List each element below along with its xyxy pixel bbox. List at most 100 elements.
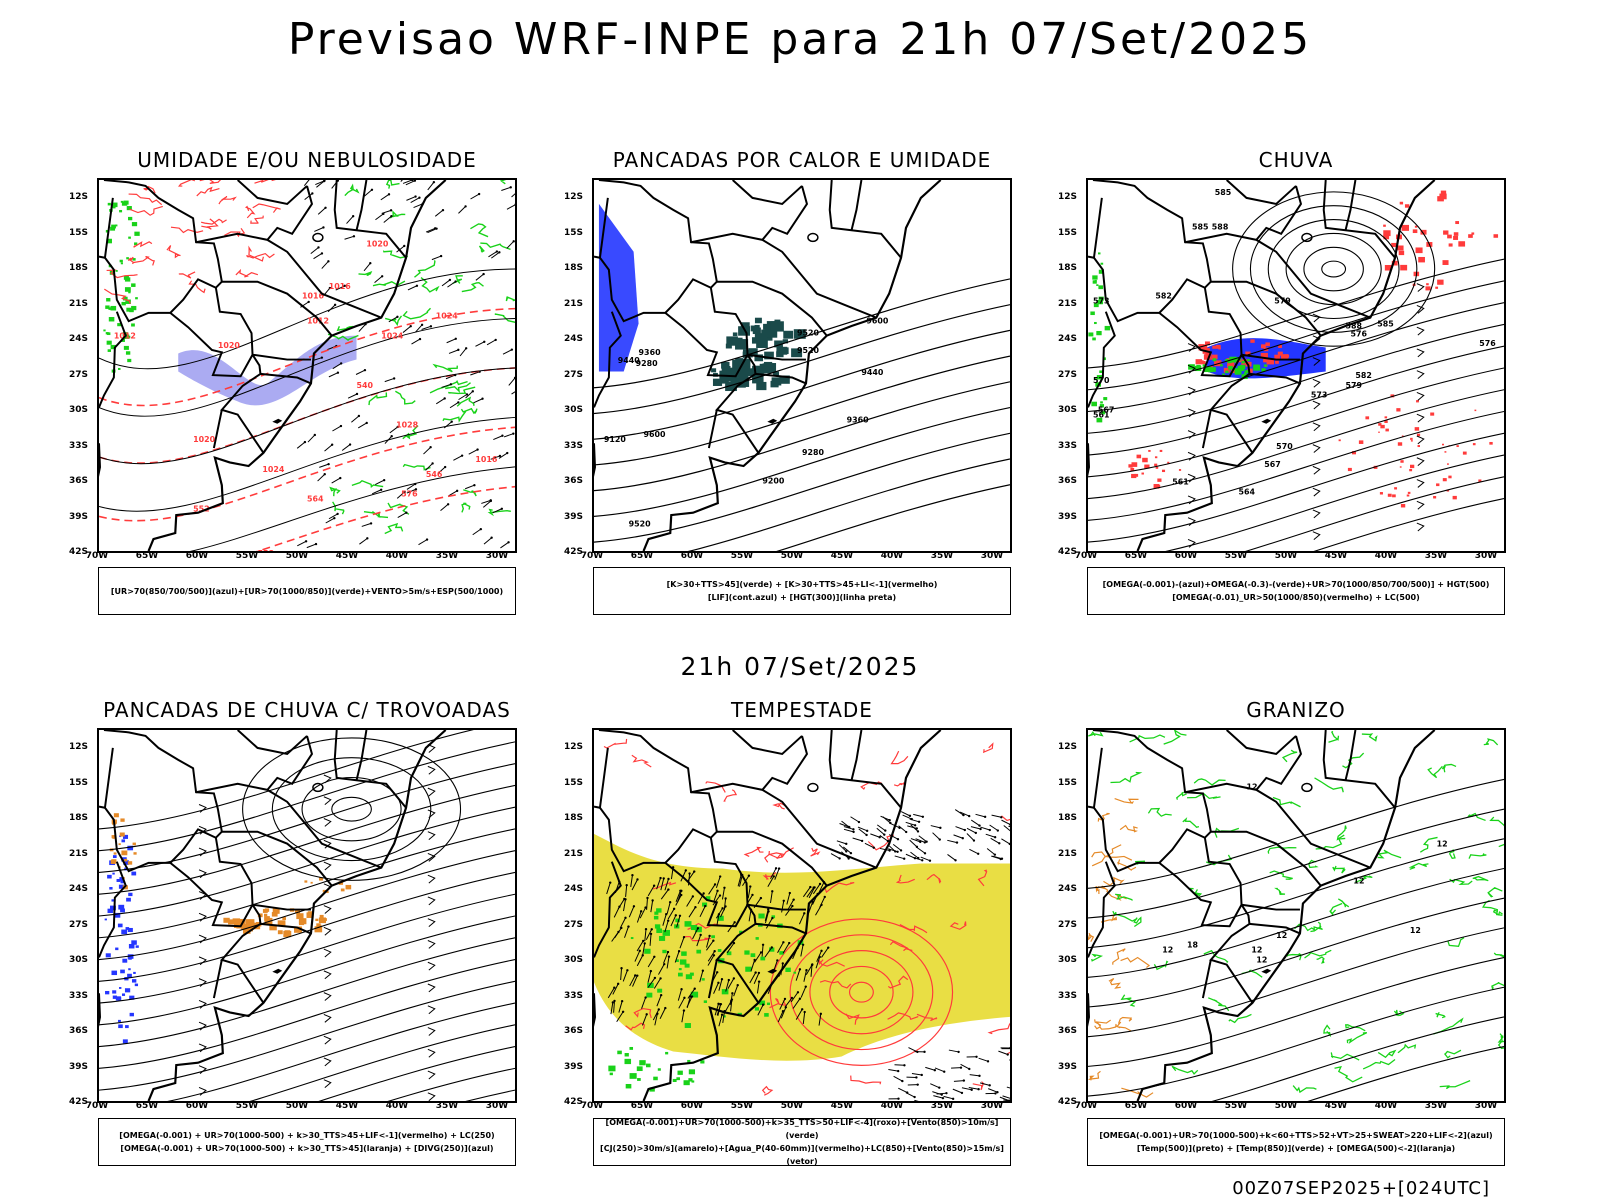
contour-label: 12 [1276,931,1287,940]
panel-title: TEMPESTADE [731,698,873,722]
latitude-label: 33S [564,440,584,451]
latitude-label: 39S [564,1061,584,1072]
latitude-label: 27S [69,369,89,380]
contour-label: 576 [401,490,418,499]
longitude-label: 30W [1474,551,1498,561]
longitude-label: 35W [1424,1101,1448,1111]
forecast-map: 12 12 12 12 12 12 12 18 12 [1086,728,1506,1103]
longitude-label: 60W [1174,1101,1198,1111]
longitude-label: 55W [235,1101,259,1111]
latitude-label: 12S [1058,192,1078,202]
longitude-label: 35W [930,1101,954,1111]
panel-title: CHUVA [1258,148,1334,172]
legend-line: [OMEGA(-0.001)+UR>70(1000-500)+k<60+TTS>… [1099,1131,1493,1140]
longitude-label: 60W [185,551,209,561]
latitude-label: 36S [69,476,89,486]
latitude-label: 21S [1058,298,1078,309]
longitude-label: 55W [235,551,259,561]
latitude-label: 42S [69,1097,89,1107]
latitude-label: 18S [564,263,584,273]
run-label: 00Z07SEP2025+[024UTC] [1232,1178,1490,1199]
longitude-label: 40W [385,1101,409,1111]
longitude-label: 70W [1074,551,1098,561]
valid-time-title: 21h 07/Set/2025 [680,652,920,681]
longitude-label: 45W [335,551,359,561]
longitude-label: 70W [580,551,604,561]
longitude-label: 45W [335,1101,359,1111]
latitude-label: 18S [564,813,584,823]
latitude-label: 15S [1058,777,1078,788]
latitude-label: 24S [1058,334,1078,344]
latitude-label: 15S [564,777,584,788]
latitude-label: 36S [564,1026,584,1036]
forecast-map [592,728,1012,1103]
contour-label: 9520 [629,519,652,528]
contour-label: 12 [1410,926,1421,935]
latitude-label: 24S [564,334,584,344]
contour-label: 573 [1093,297,1110,306]
latitude-label: 33S [69,990,89,1001]
contour-label: 1024 [436,312,459,321]
longitude-label: 60W [185,1101,209,1111]
latitude-label: 21S [69,848,89,859]
map-canvas: 1020101610121016102010241028102410161012… [99,180,515,551]
latitude-label: 42S [69,547,89,557]
contour-label: 570 [1276,442,1293,451]
contour-label: 588 [1346,321,1363,330]
latitude-label: 21S [69,298,89,309]
longitude-label: 30W [1474,1101,1498,1111]
contour-label: 1020 [193,435,216,444]
longitude-label: 70W [85,551,109,561]
contour-label: 9440 [618,356,641,365]
longitude-label: 50W [780,551,804,561]
latitude-label: 18S [69,263,89,273]
contour-label: 561 [1172,478,1189,487]
latitude-label: 18S [69,813,89,823]
latitude-label: 33S [69,440,89,451]
latitude-label: 30S [69,405,89,415]
longitude-label: 40W [1374,1101,1398,1111]
contour-label: 9520 [797,328,820,337]
contour-label: 9440 [861,368,884,377]
latitude-label: 27S [1058,919,1078,930]
contour-label: 579 [1274,297,1291,306]
latitude-label: 30S [1058,405,1078,415]
latitude-label: 36S [564,476,584,486]
longitude-label: 35W [1424,551,1448,561]
legend-line: [CJ(250)>30m/s](amarelo)+[Agua_P(40-60mm… [600,1144,1004,1166]
contour-label: 9120 [604,435,627,444]
longitude-label: 45W [830,551,854,561]
contour-label: 9600 [866,316,889,325]
longitude-label: 40W [880,1101,904,1111]
contour-label: 1024 [262,465,285,474]
forecast-map: 1020 1016 1012 1016 1020 1024 1028 1024 1016 1012… [97,178,517,553]
contour-label: 1020 [366,239,389,248]
legend-line: [OMEGA(-0.001) + UR>70(1000-500) + k>30_… [119,1131,495,1140]
longitude-label: 60W [1174,551,1198,561]
latitude-label: 18S [1058,263,1078,273]
latitude-label: 24S [69,334,89,344]
longitude-label: 65W [630,551,654,561]
forecast-map: 585 585 588 582 579 576 573 570 567 564 561 576 579 5… [1086,178,1506,553]
longitude-label: 55W [1224,551,1248,561]
longitude-label: 30W [485,1101,509,1111]
contour-label: 585 [1192,222,1209,231]
longitude-label: 55W [1224,1101,1248,1111]
longitude-label: 55W [730,1101,754,1111]
longitude-label: 50W [285,551,309,561]
contour-label: 12 [1437,840,1448,849]
latitude-label: 12S [69,192,89,202]
contour-label: 579 [1346,381,1363,390]
contour-label: 582 [1355,371,1372,380]
contour-label: 9600 [644,430,667,439]
longitude-label: 30W [485,551,509,561]
legend-line: [OMEGA(-0.001) + UR>70(1000-500) + k>30_… [120,1144,494,1153]
contour-label: 12 [1353,876,1364,885]
longitude-label: 45W [830,1101,854,1111]
contour-label: 9200 [762,477,785,486]
contour-label: 582 [1155,292,1172,301]
legend-line: [OMEGA(-0.001)+UR>70(1000-500)+k>35_TTS>… [605,1118,999,1140]
latitude-label: 36S [1058,1026,1078,1036]
panel-legend: [OMEGA(-0.001)+UR>70(1000-500)+k>35_TTS>… [593,1118,1011,1166]
latitude-label: 39S [69,511,89,522]
